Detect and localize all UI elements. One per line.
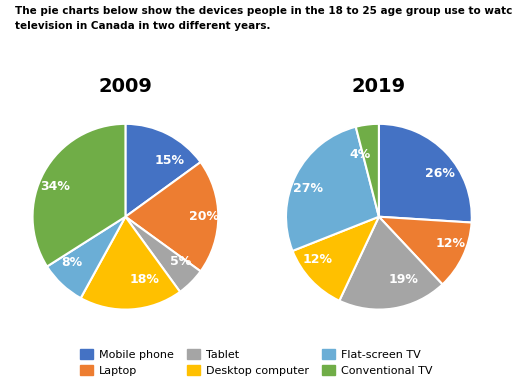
Text: The pie charts below show the devices people in the 18 to 25 age group use to wa: The pie charts below show the devices pe… [15,6,512,16]
Wedge shape [33,124,125,267]
Text: 4%: 4% [350,147,371,161]
Text: 12%: 12% [303,253,333,267]
Wedge shape [47,217,125,298]
Text: 26%: 26% [425,167,455,180]
Wedge shape [81,217,180,310]
Text: 20%: 20% [188,210,219,223]
Wedge shape [125,162,218,271]
Title: 2009: 2009 [98,77,153,96]
Text: television in Canada in two different years.: television in Canada in two different ye… [15,21,271,31]
Wedge shape [356,124,379,217]
Legend: Mobile phone, Laptop, Tablet, Desktop computer, Flat-screen TV, Conventional TV: Mobile phone, Laptop, Tablet, Desktop co… [74,344,438,382]
Wedge shape [125,124,201,217]
Wedge shape [379,217,472,284]
Wedge shape [286,127,379,251]
Title: 2019: 2019 [352,77,406,96]
Wedge shape [292,217,379,301]
Text: 8%: 8% [61,256,82,269]
Wedge shape [125,217,201,292]
Wedge shape [339,217,442,310]
Text: 5%: 5% [170,255,191,268]
Text: 19%: 19% [389,272,419,286]
Wedge shape [379,124,472,223]
Text: 18%: 18% [130,273,159,286]
Text: 15%: 15% [154,154,184,167]
Text: 27%: 27% [292,182,323,195]
Text: 34%: 34% [40,180,70,193]
Text: 12%: 12% [436,237,466,250]
